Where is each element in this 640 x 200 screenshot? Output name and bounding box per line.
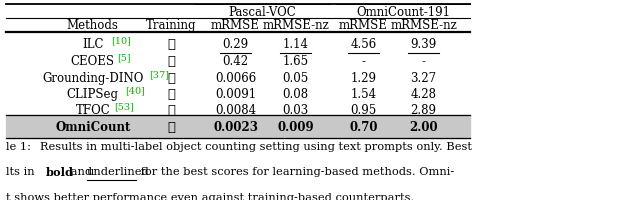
Text: t shows better performance even against training-based counterparts.: t shows better performance even against … [6, 192, 415, 200]
Text: ✗: ✗ [168, 120, 175, 133]
Text: lts in: lts in [6, 167, 38, 176]
Text: 0.0091: 0.0091 [215, 88, 256, 100]
Text: 4.28: 4.28 [411, 88, 436, 100]
Text: underlined: underlined [87, 167, 150, 176]
Text: Training: Training [147, 19, 196, 32]
Text: ✓: ✓ [168, 55, 175, 68]
Text: mRMSE: mRMSE [211, 19, 260, 32]
Text: ILC: ILC [82, 38, 104, 51]
Text: 2.89: 2.89 [411, 103, 436, 116]
Text: Pascal-VOC: Pascal-VOC [228, 6, 296, 19]
Text: [10]: [10] [111, 36, 131, 45]
Text: 1.29: 1.29 [351, 71, 376, 84]
Text: Grounding-DINO: Grounding-DINO [42, 71, 143, 84]
Text: 1.54: 1.54 [351, 88, 376, 100]
Text: 4.56: 4.56 [350, 38, 377, 51]
Text: 0.009: 0.009 [277, 120, 314, 133]
Text: ✗: ✗ [168, 103, 175, 116]
Text: 0.29: 0.29 [223, 38, 248, 51]
Text: 0.42: 0.42 [223, 55, 248, 68]
Bar [6, 116, 470, 138]
Text: 0.0066: 0.0066 [215, 71, 256, 84]
Text: [37]: [37] [149, 70, 169, 79]
Text: 0.0023: 0.0023 [213, 120, 258, 133]
Text: 1.14: 1.14 [283, 38, 308, 51]
Text: 9.39: 9.39 [410, 38, 437, 51]
Text: 0.95: 0.95 [350, 103, 377, 116]
Text: OmniCount: OmniCount [55, 120, 131, 133]
Text: Methods: Methods [67, 19, 119, 32]
Text: [53]: [53] [114, 102, 134, 111]
Text: OmniCount-191: OmniCount-191 [356, 6, 450, 19]
Text: mRMSE: mRMSE [339, 19, 388, 32]
Text: le 1:: le 1: [6, 141, 31, 151]
Text: 1.65: 1.65 [283, 55, 308, 68]
Text: 0.05: 0.05 [282, 71, 309, 84]
Text: Results in multi-label object counting setting using text prompts only. Best: Results in multi-label object counting s… [40, 141, 472, 151]
Text: mRMSE-nz: mRMSE-nz [262, 19, 329, 32]
Text: and: and [67, 167, 96, 176]
Text: [40]: [40] [125, 86, 145, 95]
Text: -: - [362, 55, 365, 68]
Text: ✗: ✗ [168, 88, 175, 100]
Text: 0.03: 0.03 [282, 103, 309, 116]
Text: bold: bold [46, 167, 74, 177]
Text: 2.00: 2.00 [410, 120, 438, 133]
Text: [5]: [5] [117, 53, 131, 62]
Text: CEOES: CEOES [71, 55, 115, 68]
Text: ✓: ✓ [168, 38, 175, 51]
Text: 0.0084: 0.0084 [215, 103, 256, 116]
Text: -: - [422, 55, 426, 68]
Text: 0.70: 0.70 [349, 120, 378, 133]
Text: ✗: ✗ [168, 71, 175, 84]
Text: for the best scores for learning-based methods. Omni-: for the best scores for learning-based m… [137, 167, 454, 176]
Text: 0.08: 0.08 [283, 88, 308, 100]
Text: CLIPSeg: CLIPSeg [67, 88, 119, 100]
Text: mRMSE-nz: mRMSE-nz [390, 19, 457, 32]
Text: TFOC: TFOC [76, 103, 110, 116]
Text: 3.27: 3.27 [411, 71, 436, 84]
